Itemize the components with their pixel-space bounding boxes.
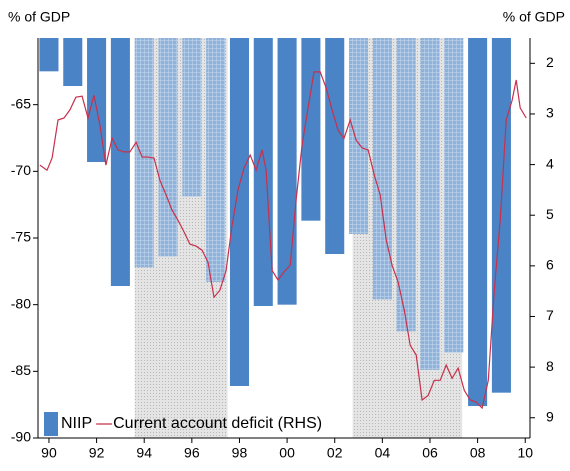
y-axis-label: % of GDP	[8, 9, 70, 25]
legend-swatch	[44, 412, 58, 436]
bar	[63, 38, 83, 86]
bar	[182, 38, 202, 197]
legend-label: NIIP	[61, 415, 92, 432]
x-tick-label: 96	[184, 445, 200, 461]
bar	[420, 38, 440, 370]
bar	[396, 38, 416, 332]
y2-tick-label: 7	[546, 307, 554, 323]
x-tick-label: 94	[136, 445, 152, 461]
bar	[39, 38, 59, 72]
y-tick-label: -85	[11, 362, 31, 378]
bar	[301, 38, 321, 221]
bar	[158, 38, 178, 257]
bar	[372, 38, 392, 300]
x-tick-label: 92	[89, 445, 105, 461]
y-tick-label: -70	[11, 162, 31, 178]
y2-tick-label: 2	[546, 54, 554, 70]
x-tick-label: 90	[41, 445, 57, 461]
bar	[206, 38, 226, 282]
y-tick-label: -65	[11, 95, 31, 111]
bar	[325, 38, 345, 254]
x-tick-label: 08	[470, 445, 486, 461]
bar	[134, 38, 154, 268]
x-tick-label: 04	[375, 445, 391, 461]
y-tick-label: -75	[11, 229, 31, 245]
y2-tick-label: 8	[546, 358, 554, 374]
y2-tick-label: 5	[546, 206, 554, 222]
bar	[253, 38, 273, 306]
bar	[110, 38, 130, 286]
bar	[349, 38, 369, 234]
y-tick-label: -80	[11, 295, 31, 311]
bar	[491, 38, 511, 393]
bar	[444, 38, 464, 353]
y2-tick-label: 3	[546, 105, 554, 121]
x-tick-label: 10	[517, 445, 533, 461]
bar	[277, 38, 297, 305]
x-tick-label: 06	[422, 445, 438, 461]
y2-tick-label: 9	[546, 408, 554, 424]
y-tick-label: -90	[11, 429, 31, 445]
x-tick-label: 00	[279, 445, 295, 461]
bar	[468, 38, 488, 406]
y2-axis-label: % of GDP	[503, 9, 565, 25]
y2-tick-label: 4	[546, 155, 554, 171]
legend-label: Current account deficit (RHS)	[113, 415, 322, 432]
x-tick-label: 02	[327, 445, 343, 461]
bar	[229, 38, 249, 386]
x-tick-label: 98	[232, 445, 248, 461]
line-series	[39, 71, 527, 410]
y2-tick-label: 6	[546, 257, 554, 273]
